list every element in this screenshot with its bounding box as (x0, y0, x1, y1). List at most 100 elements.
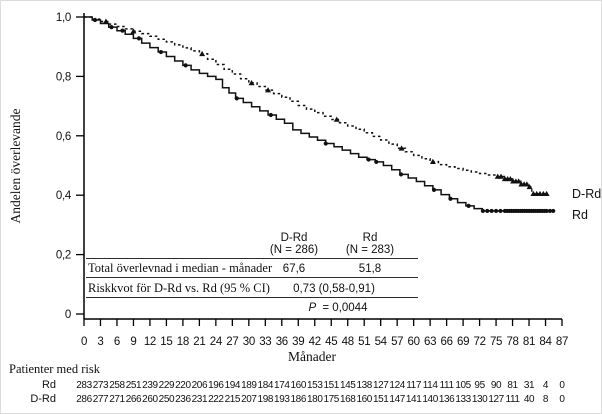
censor-triangle (102, 18, 109, 24)
curve-rd (84, 16, 554, 212)
risk-count: 105 (455, 380, 471, 391)
risk-count: 283 (76, 380, 92, 391)
y-axis-title: Andelen överlevande (8, 108, 23, 223)
censor-triangle (265, 87, 272, 93)
risk-count: 231 (192, 394, 208, 405)
risk-table-title: Patienter med risk (9, 362, 101, 376)
x-tick-label: 3 (97, 336, 103, 348)
p-label: P (309, 302, 317, 314)
risk-count: 114 (423, 380, 439, 391)
risk-count: 153 (307, 380, 323, 391)
x-tick-label: 72 (473, 336, 485, 348)
risk-count: 175 (323, 394, 339, 405)
censor-triangle (543, 190, 550, 197)
risk-count: 160 (356, 394, 372, 405)
x-tick-label: 54 (375, 336, 388, 348)
risk-count: 220 (175, 380, 191, 391)
y-tick-label: 0,2 (56, 250, 71, 262)
risk-count: 111 (506, 394, 521, 405)
risk-count: 194 (225, 380, 241, 391)
censor-dot (374, 159, 379, 165)
y-tick-label: 0,4 (56, 190, 72, 202)
censor-triangle (523, 181, 530, 187)
stats-row1-label: Riskkvot för D-Rd vs. Rd (95 % CI) (88, 281, 270, 295)
x-tick-label: 57 (391, 336, 403, 348)
censor-dot (183, 63, 188, 68)
x-tick-label: 45 (325, 336, 337, 348)
stats-col0-name: D-Rd (281, 232, 308, 244)
censor-dot (466, 203, 471, 208)
risk-count: 260 (142, 394, 158, 405)
risk-count: 8 (543, 394, 549, 405)
censor-dot (92, 17, 98, 23)
censor-dot (431, 187, 437, 192)
risk-count: 215 (225, 394, 241, 405)
x-tick-label: 24 (210, 336, 223, 348)
risk-count: 251 (126, 380, 142, 391)
stats-row0-label: Total överlevnad i median - månader (88, 261, 273, 275)
risk-count: 117 (406, 380, 422, 391)
x-tick-label: 6 (114, 336, 120, 348)
x-tick-label: 0 (81, 336, 87, 348)
stats-col1-n: (N = 283) (346, 244, 394, 256)
curve-d-rd (84, 16, 549, 195)
risk-count: 198 (258, 394, 274, 405)
risk-count: 95 (474, 380, 485, 391)
risk-count: 90 (491, 380, 502, 391)
censor-dot (547, 208, 553, 214)
series-rd (84, 16, 556, 214)
series-d-rd (84, 16, 550, 197)
legend-rd-label: Rd (572, 208, 588, 222)
risk-count: 186 (291, 394, 307, 405)
risk-count: 147 (389, 394, 405, 405)
x-axis-title: Månader (288, 349, 336, 364)
x-tick-label: 75 (490, 336, 502, 348)
y-tick-label: 0,6 (56, 131, 71, 143)
censor-triangle (498, 173, 505, 179)
x-tick-label: 36 (276, 336, 288, 348)
risk-row-drd-label: D-Rd (30, 393, 56, 405)
risk-count: 145 (340, 380, 356, 391)
risk-count: 236 (175, 394, 191, 405)
y-tick-label: 1,0 (56, 12, 71, 24)
x-tick-label: 51 (358, 336, 370, 348)
y-tick-label: 0 (65, 309, 71, 321)
censor-dot (109, 24, 114, 30)
censor-dot (136, 36, 142, 41)
censor-triangle (507, 175, 514, 182)
risk-count: 222 (208, 394, 224, 405)
censor-triangle (333, 116, 340, 122)
censor-dot (480, 208, 485, 214)
risk-count: 151 (323, 380, 339, 391)
censor-dot (323, 141, 328, 146)
risk-count: 127 (488, 394, 504, 405)
x-tick-label: 60 (408, 336, 420, 348)
censor-dot (398, 172, 404, 177)
risk-count: 140 (422, 394, 438, 405)
survival-curves (84, 16, 556, 214)
censor-triangle (515, 178, 522, 184)
risk-count: 133 (455, 394, 471, 405)
censor-triangle (248, 80, 255, 86)
stats-table: D-Rd (N = 286) Rd (N = 283) Total överle… (86, 232, 418, 314)
censor-triangle (429, 158, 436, 164)
p-value-row: P = 0,0044 (309, 302, 369, 314)
risk-count: 0 (559, 394, 565, 405)
censor-dot (489, 208, 494, 214)
censor-dot (234, 96, 239, 101)
censor-dot (448, 196, 453, 201)
x-axis-ticks: 0 3 6 9 12 15 18 21 24 27 30 33 36 39 42 45 48 51 54 57 60 63… (81, 319, 568, 348)
x-tick-label: 30 (243, 336, 255, 348)
risk-count: 138 (356, 380, 372, 391)
risk-count: 271 (109, 394, 125, 405)
x-tick-label: 21 (193, 336, 205, 348)
risk-count: 124 (389, 380, 405, 391)
risk-count: 151 (373, 394, 389, 405)
risk-count: 258 (109, 380, 125, 391)
censor-dot (544, 208, 549, 214)
stats-row0-val1: 51,8 (359, 263, 381, 275)
risk-count: 250 (159, 394, 175, 405)
risk-count: 130 (472, 394, 488, 405)
x-tick-label: 66 (441, 336, 453, 348)
